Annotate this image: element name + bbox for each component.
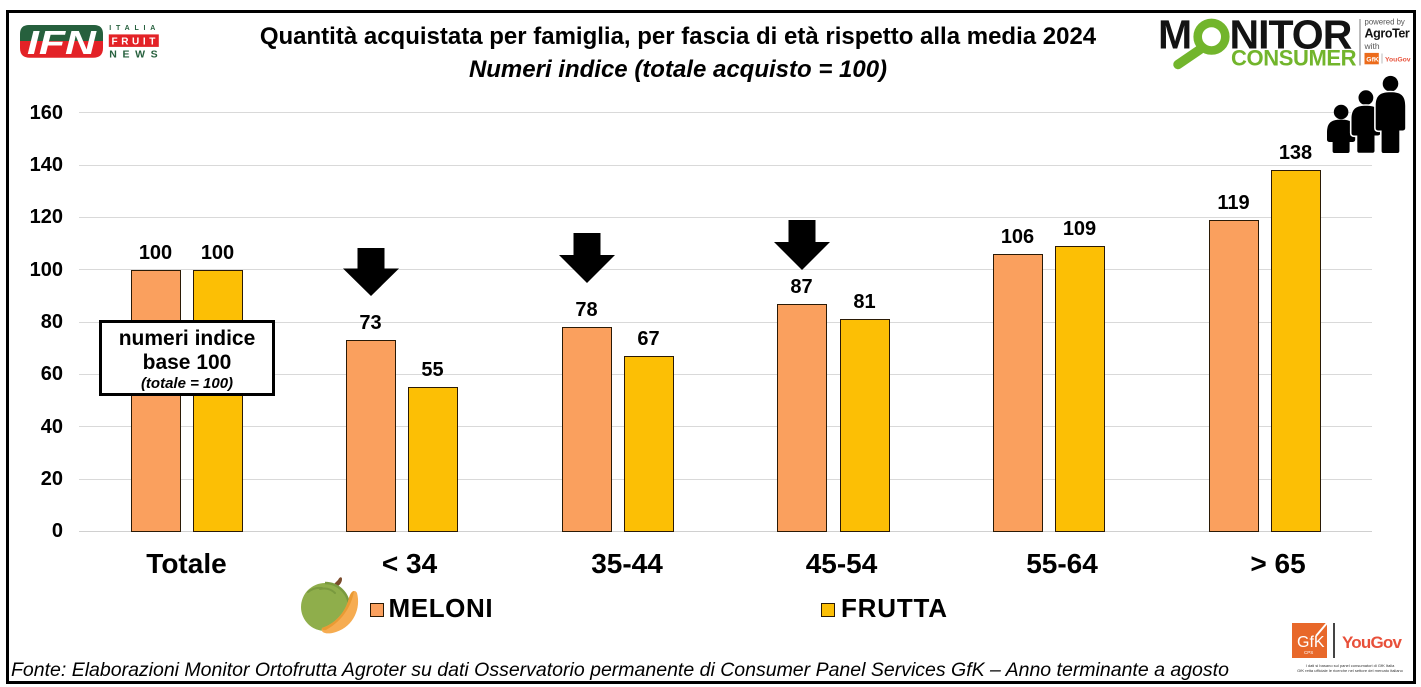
svg-text:with: with: [1364, 41, 1380, 51]
svg-text:AgroTer: AgroTer: [1365, 27, 1410, 41]
svg-text:YouGov: YouGov: [1385, 56, 1411, 63]
svg-text:GfK: GfK: [1297, 634, 1325, 651]
svg-text:NEWS: NEWS: [109, 48, 163, 60]
svg-text:FRUIT: FRUIT: [112, 37, 159, 48]
svg-text:M: M: [1158, 14, 1191, 58]
svg-text:NITOR: NITOR: [1230, 14, 1352, 58]
svg-text:CPS: CPS: [1304, 650, 1313, 655]
svg-text:IFN: IFN: [27, 24, 97, 61]
svg-text:CONSUMER: CONSUMER: [1231, 45, 1357, 70]
svg-text:ITALIA: ITALIA: [109, 25, 160, 32]
svg-text:YouGov: YouGov: [1342, 633, 1402, 652]
svg-text:GfK: GfK: [1366, 56, 1379, 63]
svg-text:powered by: powered by: [1365, 18, 1405, 27]
